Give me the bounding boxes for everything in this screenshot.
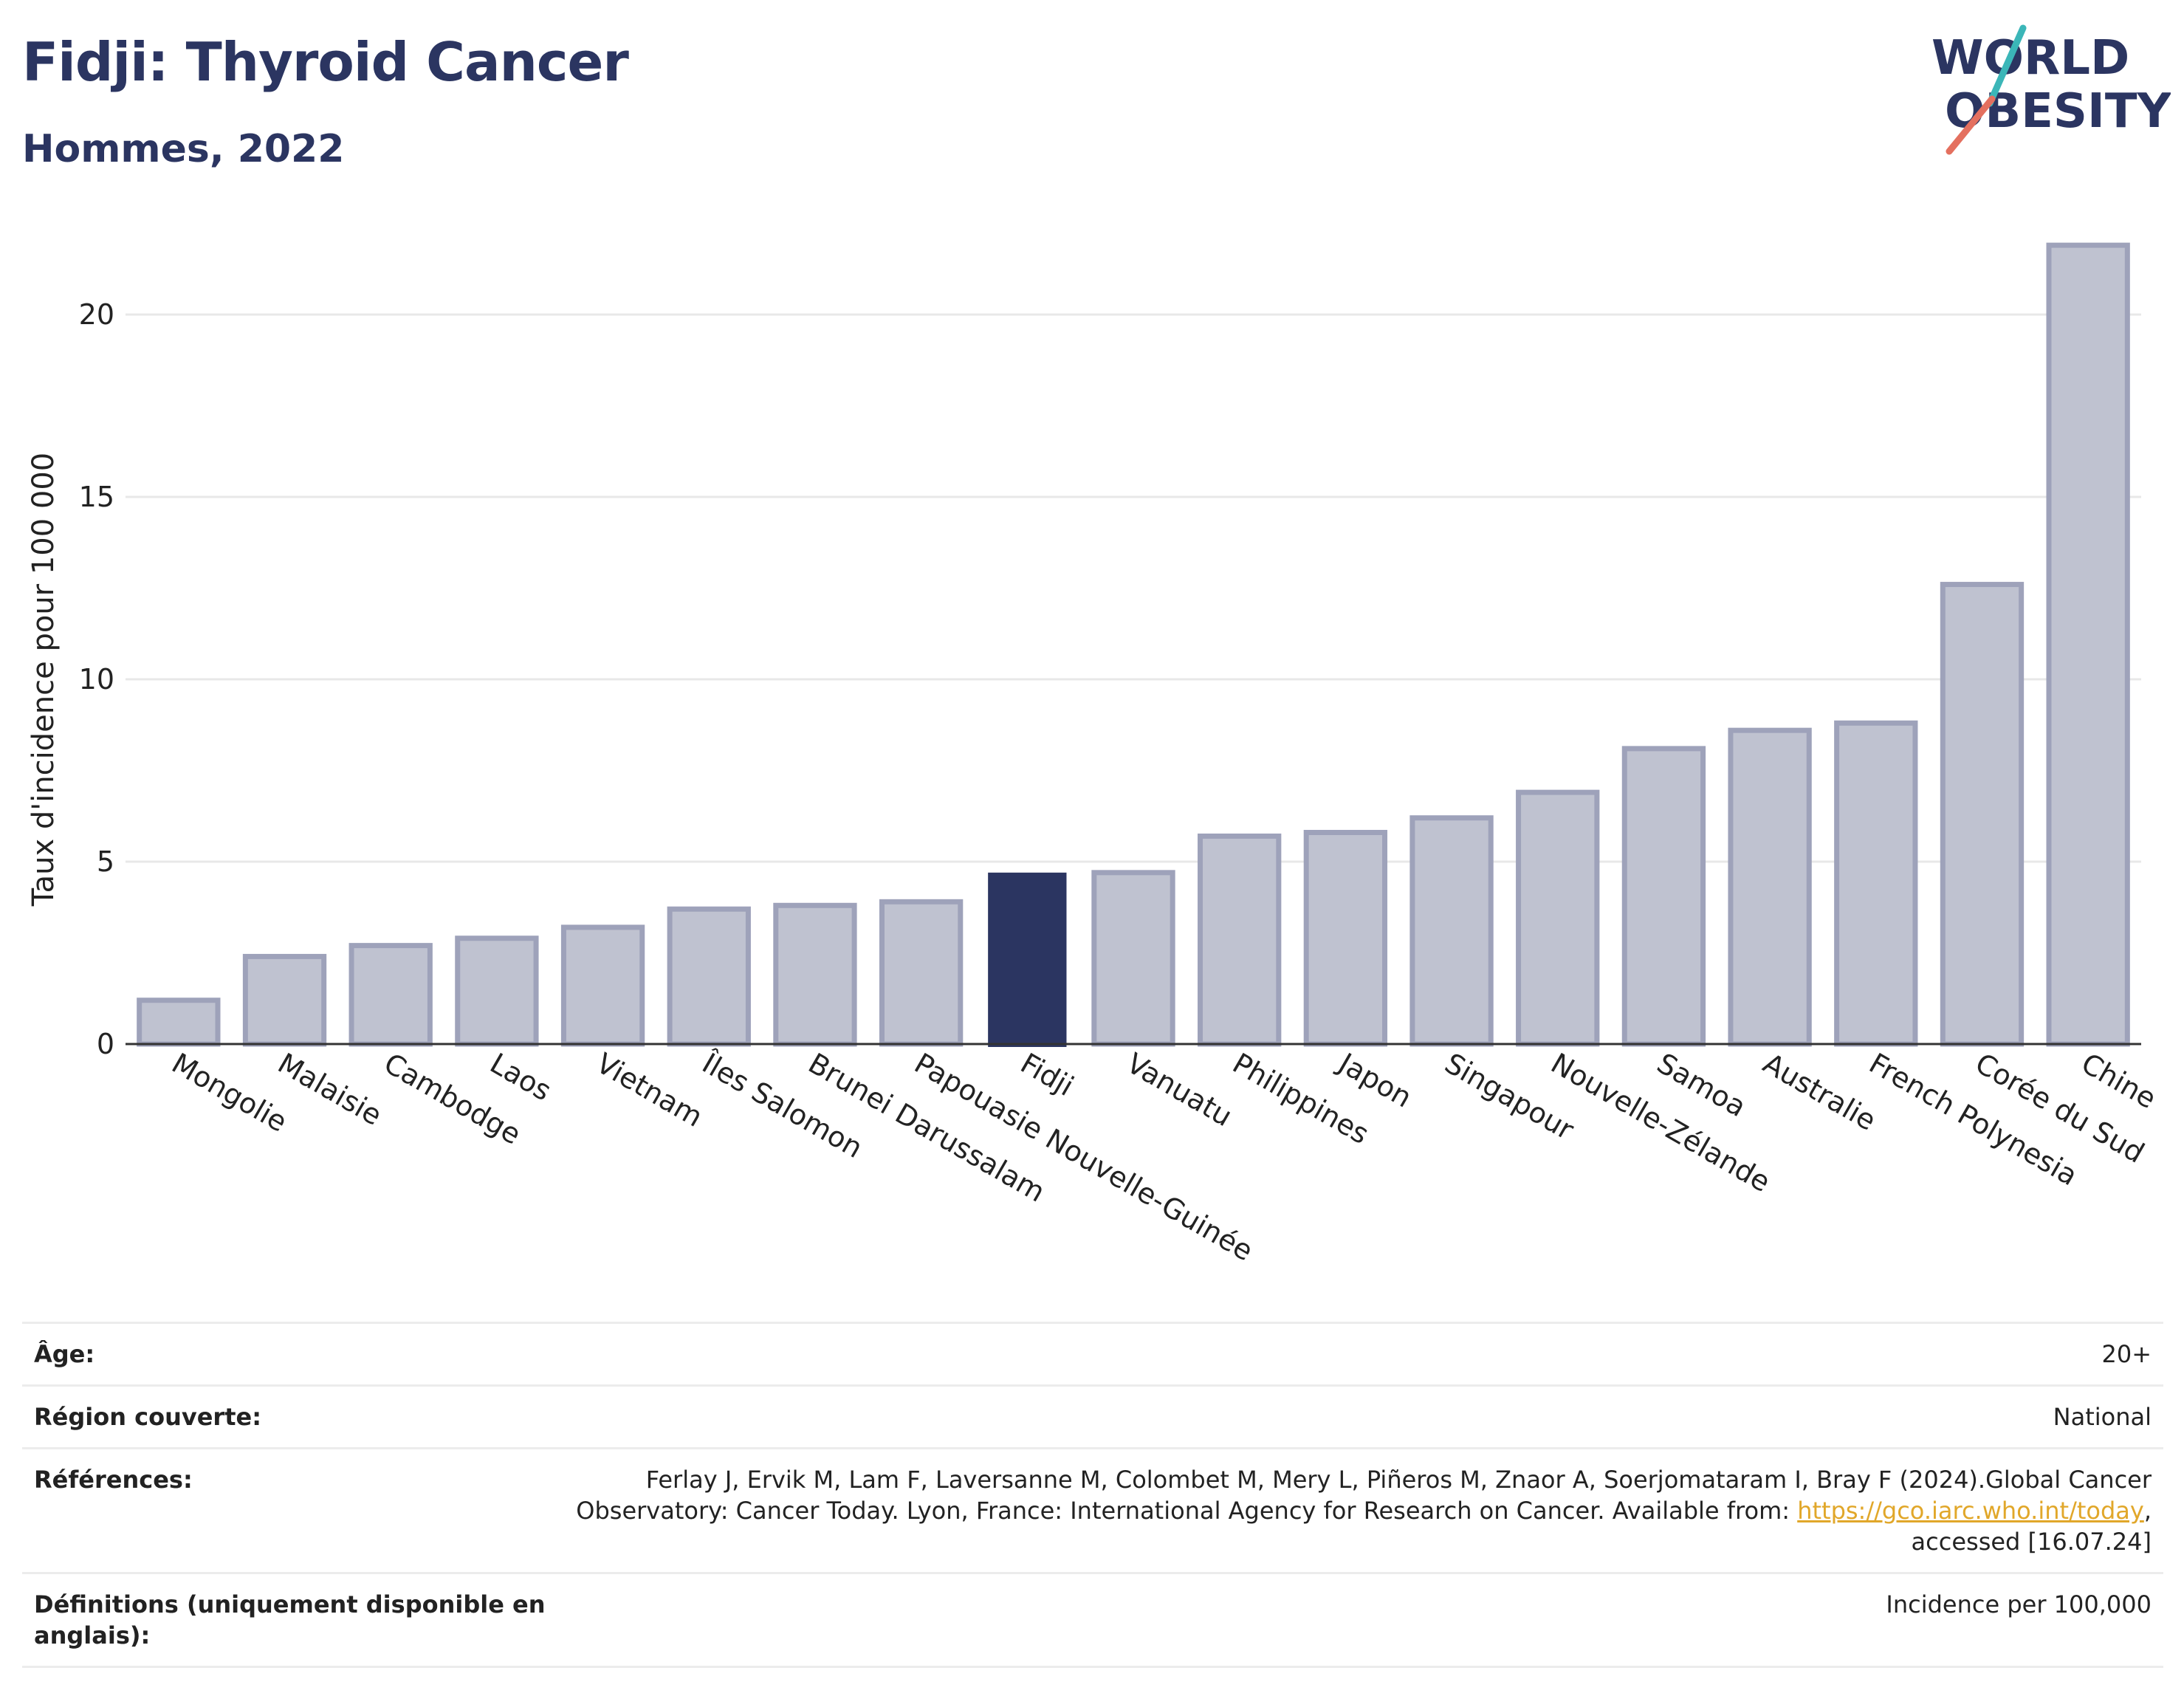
bar-fidji	[988, 872, 1067, 1047]
x-tick-label: Chine	[2076, 1047, 2162, 1115]
y-tick-label: 15	[79, 481, 114, 513]
age-label: Âge:	[34, 1340, 95, 1368]
bar-brunei-darussalam	[773, 902, 857, 1047]
logo-slash-coral	[1946, 95, 1996, 155]
meta-row-age: Âge: 20+	[22, 1322, 2163, 1384]
bar-laos	[455, 935, 539, 1047]
bar-samoa	[1621, 746, 1706, 1047]
references-value: Ferlay J, Ervik M, Lam F, Laversanne M, …	[549, 1464, 2152, 1557]
bar-vietnam	[560, 924, 645, 1047]
bar-corée-du-sud	[1940, 582, 2025, 1047]
bar-vanuatu	[1091, 870, 1175, 1047]
x-tick-label: Japon	[1332, 1046, 1417, 1114]
region-label: Région couverte:	[34, 1403, 261, 1431]
y-tick-labels: 0 5 10 15 20	[79, 298, 114, 1060]
definitions-label: Définitions (uniquement disponible en an…	[34, 1590, 546, 1649]
world-obesity-logo: WORLD OBESITY	[1931, 24, 2171, 155]
meta-row-region: Région couverte: National	[22, 1384, 2163, 1447]
meta-row-references: Références: Ferlay J, Ervik M, Lam F, La…	[22, 1447, 2163, 1572]
bar-malaisie	[242, 953, 327, 1047]
y-tick-label: 20	[79, 298, 114, 331]
references-accessed: , accessed [16.07.24]	[1911, 1497, 2152, 1556]
x-tick-label: Mongolie	[166, 1047, 292, 1139]
bar-chine	[2046, 242, 2130, 1047]
bar-french-polynesia	[1834, 720, 1918, 1047]
x-tick-label: Vanuatu	[1122, 1047, 1238, 1133]
x-tick-label: Australie	[1758, 1047, 1882, 1137]
chart-subtitle: Hommes, 2022	[22, 127, 345, 171]
x-tick-label: Laos	[484, 1047, 557, 1108]
bar-japon	[1303, 829, 1388, 1047]
y-axis-label: Taux d'incidence pour 100 000	[27, 453, 61, 907]
y-tick-label: 0	[97, 1028, 114, 1060]
logo-slash-teal	[1986, 24, 2027, 107]
region-value: National	[2053, 1403, 2152, 1431]
x-tick-label: Fidji	[1015, 1047, 1079, 1103]
bar-cambodge	[348, 943, 433, 1047]
x-tick-label: Malaisie	[272, 1047, 388, 1132]
bar-philippines	[1198, 833, 1282, 1047]
chart-title: Fidji: Thyroid Cancer	[22, 31, 629, 93]
bar-mongolie	[137, 998, 221, 1047]
bar-nouvelle-zélande	[1516, 789, 1600, 1047]
y-tick-label: 10	[79, 663, 114, 696]
bar-australie	[1728, 727, 1812, 1047]
bar-papouasie-nouvelle-guinée	[879, 899, 964, 1047]
meta-row-definitions: Définitions (uniquement disponible en an…	[22, 1572, 2163, 1668]
age-value: 20+	[2101, 1340, 2152, 1368]
references-label: Références:	[34, 1466, 193, 1494]
bar-singapour	[1409, 815, 1494, 1047]
bars	[137, 242, 2130, 1047]
metadata-table: Âge: 20+ Région couverte: National Référ…	[22, 1322, 2163, 1668]
bar-îles-salomon	[667, 906, 751, 1047]
y-tick-label: 5	[97, 845, 114, 878]
definitions-value: Incidence per 100,000	[1886, 1590, 2152, 1618]
references-text: Ferlay J, Ervik M, Lam F, Laversanne M, …	[576, 1466, 2152, 1525]
x-tick-label: Vietnam	[591, 1047, 708, 1133]
references-link[interactable]: https://gco.iarc.who.int/today	[1797, 1497, 2144, 1525]
logo-line1: WORLD	[1931, 31, 2129, 86]
